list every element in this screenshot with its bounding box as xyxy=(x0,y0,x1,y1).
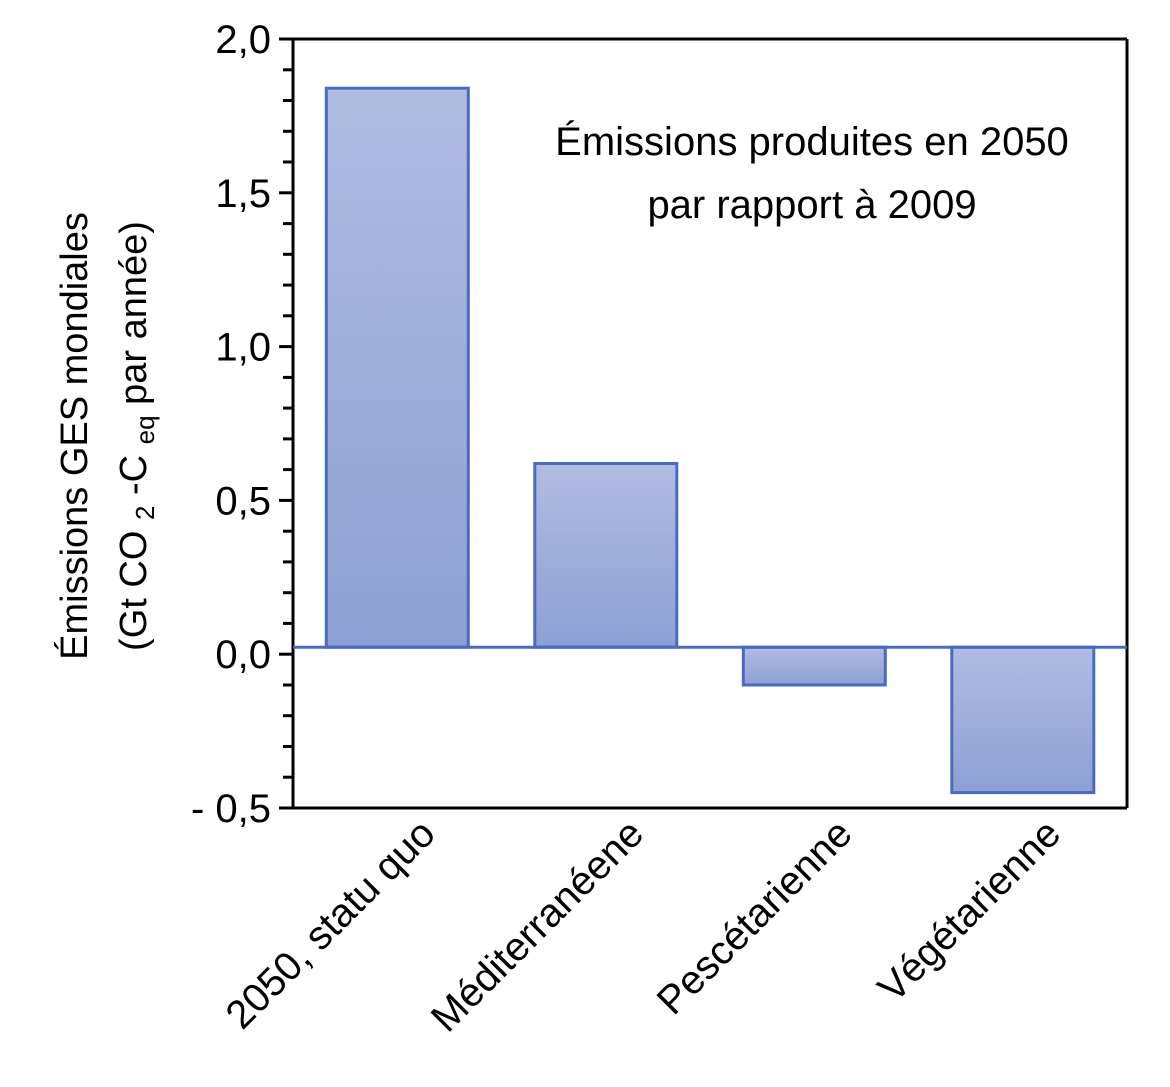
ylabel-part-c: -C xyxy=(113,455,155,495)
bar-3 xyxy=(950,645,1096,795)
y-axis-title-units: (Gt CO 2 -C eq par année) xyxy=(113,221,163,651)
chart-annotation-line2: par rapport à 2009 xyxy=(647,183,976,227)
ylabel-part-open: (Gt CO xyxy=(113,531,155,651)
y-tick-label: 1,0 xyxy=(215,326,271,370)
y-tick-label: 2,0 xyxy=(215,18,271,62)
x-category-label-3: Végétarienne xyxy=(870,811,1069,1010)
ylabel-part-subeq: eq xyxy=(130,415,160,444)
x-category-label-1: Méditerranéene xyxy=(423,811,652,1040)
y-axis-title-line1: Émissions GES mondiales xyxy=(53,212,96,660)
y-tick-label: 0,0 xyxy=(215,633,271,677)
bar-1 xyxy=(533,462,679,649)
y-axis-title-line2: (Gt CO 2 -C eq par année) xyxy=(113,221,163,651)
y-tick-label: - 0,5 xyxy=(191,787,271,831)
chart-annotation-line1: Émissions produites en 2050 xyxy=(555,119,1069,164)
bar-2 xyxy=(741,645,887,687)
ylabel-part-close: par année) xyxy=(113,221,155,405)
y-axis-title: Émissions GES mondiales xyxy=(53,212,96,660)
x-category-label-2: Pescétarienne xyxy=(649,811,861,1023)
y-tick-label: 0,5 xyxy=(215,479,271,523)
ylabel-part-sub2: 2 xyxy=(130,506,160,520)
y-tick-label: 1,5 xyxy=(215,172,271,216)
x-category-label-0: 2050, statu quo xyxy=(218,811,444,1037)
bar-0 xyxy=(324,86,470,649)
